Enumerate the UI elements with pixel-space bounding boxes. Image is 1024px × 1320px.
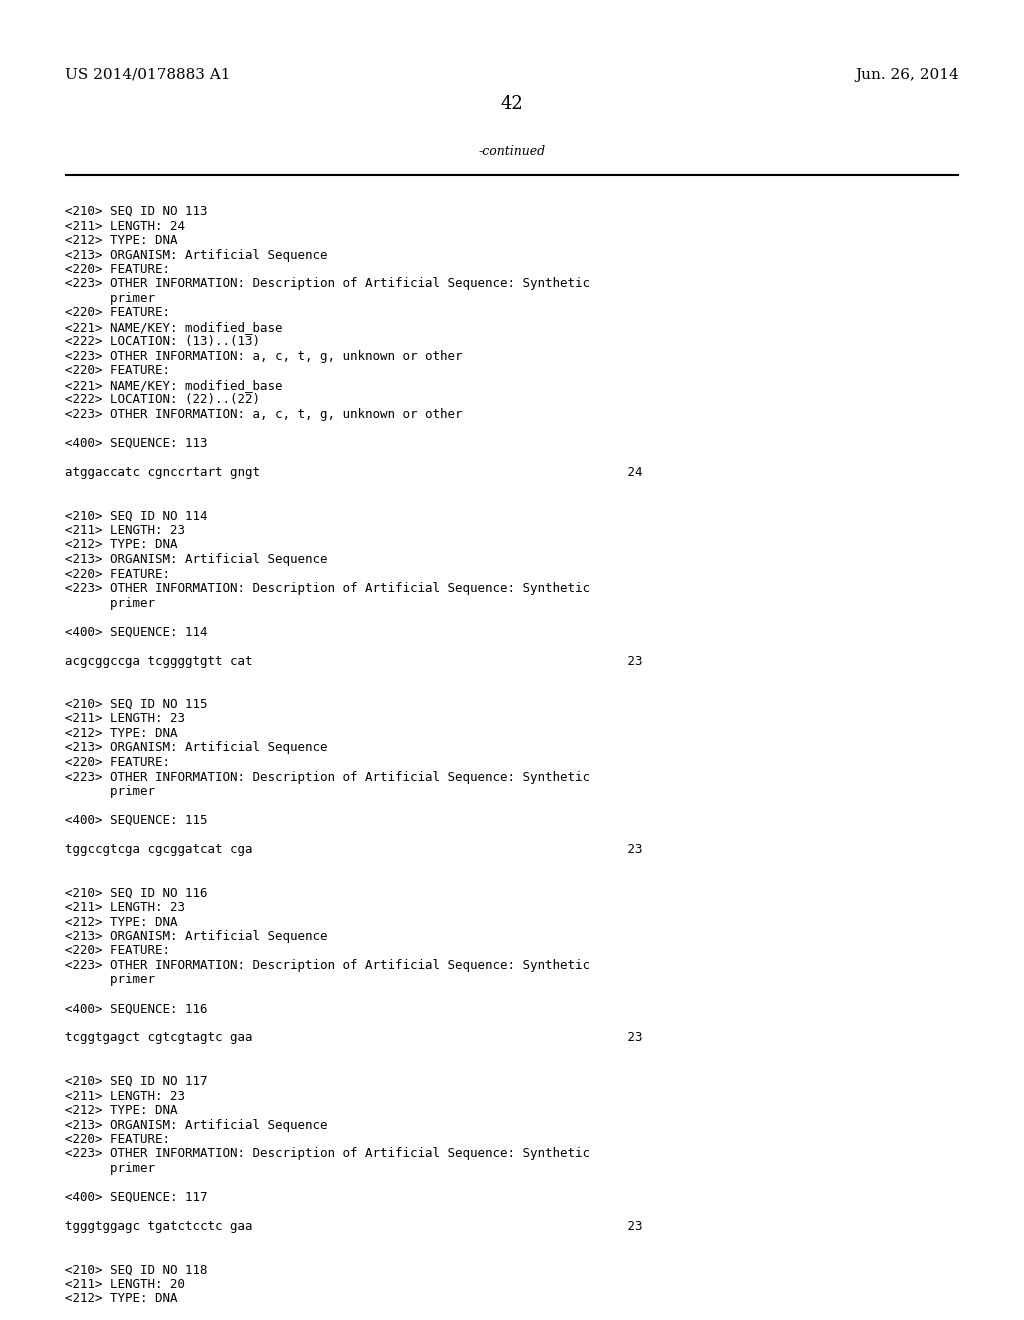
Text: <213> ORGANISM: Artificial Sequence: <213> ORGANISM: Artificial Sequence: [65, 553, 328, 566]
Text: <210> SEQ ID NO 117: <210> SEQ ID NO 117: [65, 1074, 208, 1088]
Text: <400> SEQUENCE: 117: <400> SEQUENCE: 117: [65, 1191, 208, 1204]
Text: atggaccatc cgnccrtart gngt                                                 24: atggaccatc cgnccrtart gngt 24: [65, 466, 642, 479]
Text: primer: primer: [65, 597, 155, 610]
Text: <213> ORGANISM: Artificial Sequence: <213> ORGANISM: Artificial Sequence: [65, 1118, 328, 1131]
Text: <222> LOCATION: (13)..(13): <222> LOCATION: (13)..(13): [65, 335, 260, 348]
Text: <223> OTHER INFORMATION: Description of Artificial Sequence: Synthetic: <223> OTHER INFORMATION: Description of …: [65, 771, 590, 784]
Text: <222> LOCATION: (22)..(22): <222> LOCATION: (22)..(22): [65, 393, 260, 407]
Text: <220> FEATURE:: <220> FEATURE:: [65, 1133, 170, 1146]
Text: US 2014/0178883 A1: US 2014/0178883 A1: [65, 69, 230, 82]
Text: <213> ORGANISM: Artificial Sequence: <213> ORGANISM: Artificial Sequence: [65, 742, 328, 755]
Text: primer: primer: [65, 785, 155, 799]
Text: primer: primer: [65, 1162, 155, 1175]
Text: primer: primer: [65, 292, 155, 305]
Text: <400> SEQUENCE: 114: <400> SEQUENCE: 114: [65, 626, 208, 639]
Text: <211> LENGTH: 23: <211> LENGTH: 23: [65, 713, 185, 726]
Text: <210> SEQ ID NO 116: <210> SEQ ID NO 116: [65, 887, 208, 899]
Text: <220> FEATURE:: <220> FEATURE:: [65, 306, 170, 319]
Text: <221> NAME/KEY: modified_base: <221> NAME/KEY: modified_base: [65, 321, 283, 334]
Text: <212> TYPE: DNA: <212> TYPE: DNA: [65, 916, 177, 928]
Text: primer: primer: [65, 974, 155, 986]
Text: tcggtgagct cgtcgtagtc gaa                                                  23: tcggtgagct cgtcgtagtc gaa 23: [65, 1031, 642, 1044]
Text: <223> OTHER INFORMATION: Description of Artificial Sequence: Synthetic: <223> OTHER INFORMATION: Description of …: [65, 582, 590, 595]
Text: <211> LENGTH: 20: <211> LENGTH: 20: [65, 1278, 185, 1291]
Text: <400> SEQUENCE: 116: <400> SEQUENCE: 116: [65, 1002, 208, 1015]
Text: <223> OTHER INFORMATION: Description of Artificial Sequence: Synthetic: <223> OTHER INFORMATION: Description of …: [65, 1147, 590, 1160]
Text: tggccgtcga cgcggatcat cga                                                  23: tggccgtcga cgcggatcat cga 23: [65, 843, 642, 855]
Text: <211> LENGTH: 23: <211> LENGTH: 23: [65, 1089, 185, 1102]
Text: <213> ORGANISM: Artificial Sequence: <213> ORGANISM: Artificial Sequence: [65, 931, 328, 942]
Text: <212> TYPE: DNA: <212> TYPE: DNA: [65, 727, 177, 741]
Text: <210> SEQ ID NO 118: <210> SEQ ID NO 118: [65, 1263, 208, 1276]
Text: <212> TYPE: DNA: <212> TYPE: DNA: [65, 539, 177, 552]
Text: -continued: -continued: [478, 145, 546, 158]
Text: <210> SEQ ID NO 115: <210> SEQ ID NO 115: [65, 698, 208, 711]
Text: <210> SEQ ID NO 114: <210> SEQ ID NO 114: [65, 510, 208, 523]
Text: tgggtggagc tgatctcctc gaa                                                  23: tgggtggagc tgatctcctc gaa 23: [65, 1220, 642, 1233]
Text: <211> LENGTH: 23: <211> LENGTH: 23: [65, 524, 185, 537]
Text: <400> SEQUENCE: 113: <400> SEQUENCE: 113: [65, 437, 208, 450]
Text: <211> LENGTH: 24: <211> LENGTH: 24: [65, 219, 185, 232]
Text: <223> OTHER INFORMATION: a, c, t, g, unknown or other: <223> OTHER INFORMATION: a, c, t, g, unk…: [65, 350, 463, 363]
Text: <220> FEATURE:: <220> FEATURE:: [65, 263, 170, 276]
Text: <220> FEATURE:: <220> FEATURE:: [65, 568, 170, 581]
Text: <223> OTHER INFORMATION: a, c, t, g, unknown or other: <223> OTHER INFORMATION: a, c, t, g, unk…: [65, 408, 463, 421]
Text: <212> TYPE: DNA: <212> TYPE: DNA: [65, 1292, 177, 1305]
Text: <223> OTHER INFORMATION: Description of Artificial Sequence: Synthetic: <223> OTHER INFORMATION: Description of …: [65, 960, 590, 972]
Text: Jun. 26, 2014: Jun. 26, 2014: [855, 69, 959, 82]
Text: acgcggccga tcggggtgtt cat                                                  23: acgcggccga tcggggtgtt cat 23: [65, 655, 642, 668]
Text: <220> FEATURE:: <220> FEATURE:: [65, 756, 170, 770]
Text: <220> FEATURE:: <220> FEATURE:: [65, 945, 170, 957]
Text: 42: 42: [501, 95, 523, 114]
Text: <211> LENGTH: 23: <211> LENGTH: 23: [65, 902, 185, 913]
Text: <400> SEQUENCE: 115: <400> SEQUENCE: 115: [65, 814, 208, 828]
Text: <221> NAME/KEY: modified_base: <221> NAME/KEY: modified_base: [65, 379, 283, 392]
Text: <212> TYPE: DNA: <212> TYPE: DNA: [65, 234, 177, 247]
Text: <212> TYPE: DNA: <212> TYPE: DNA: [65, 1104, 177, 1117]
Text: <220> FEATURE:: <220> FEATURE:: [65, 364, 170, 378]
Text: <210> SEQ ID NO 113: <210> SEQ ID NO 113: [65, 205, 208, 218]
Text: <213> ORGANISM: Artificial Sequence: <213> ORGANISM: Artificial Sequence: [65, 248, 328, 261]
Text: <223> OTHER INFORMATION: Description of Artificial Sequence: Synthetic: <223> OTHER INFORMATION: Description of …: [65, 277, 590, 290]
